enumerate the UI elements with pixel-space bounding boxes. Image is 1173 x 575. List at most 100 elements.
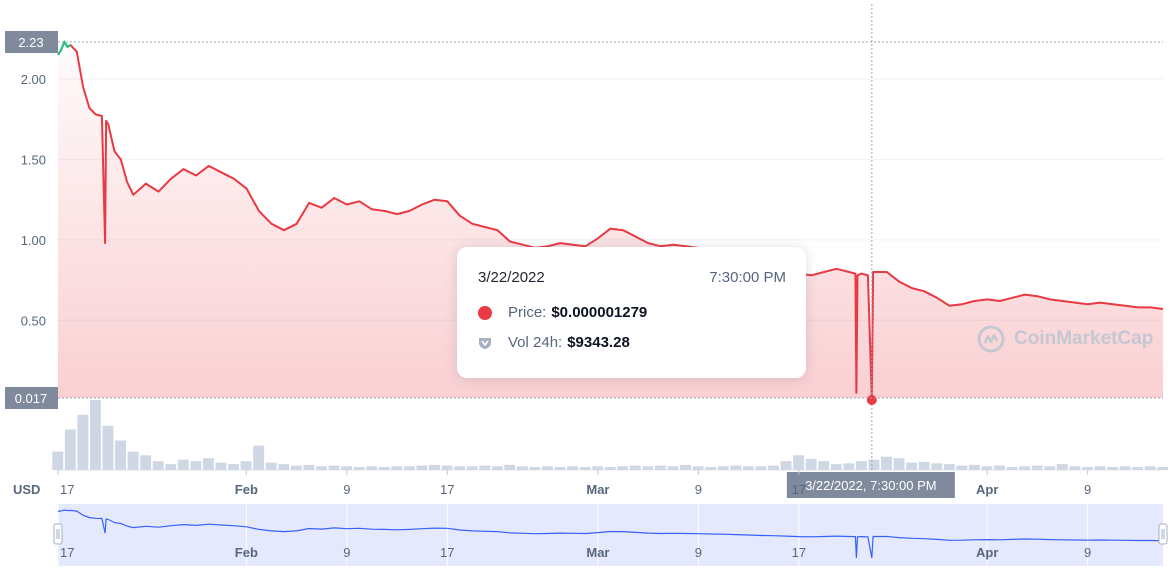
- volume-bar: [542, 466, 553, 470]
- volume-bar: [893, 458, 905, 470]
- navigator-line: [57, 509, 1164, 559]
- volume-bar: [265, 462, 277, 470]
- high-price-label: 2.23: [18, 35, 43, 50]
- navigator-tick-label: 9: [695, 545, 702, 560]
- volume-bar: [579, 467, 591, 470]
- volume-bar: [793, 455, 805, 470]
- low-price-badge: [5, 387, 58, 409]
- volume-bar: [1006, 467, 1018, 470]
- volume-bar: [730, 465, 742, 470]
- volume-bar: [843, 463, 855, 470]
- tooltip-price-label: Price:: [508, 304, 547, 321]
- volume-bar: [303, 464, 315, 470]
- chart-tooltip: 3/22/2022 7:30:00 PM Price: $0.000001279…: [457, 247, 806, 378]
- volume-bar: [1056, 464, 1068, 470]
- volume-bar: [215, 462, 227, 470]
- volume-bar: [956, 465, 968, 470]
- crosshair-date-badge: [786, 472, 955, 498]
- navigator-right-handle[interactable]: [1158, 523, 1168, 545]
- x-tick-label: 17: [440, 482, 454, 497]
- volume-bar: [1144, 466, 1156, 470]
- navigator-left-handle[interactable]: [53, 523, 63, 545]
- volume-bar: [1069, 466, 1081, 470]
- y-tick-label: 1.00: [21, 233, 46, 248]
- volume-bar: [529, 467, 541, 470]
- volume-bar: [742, 466, 754, 470]
- navigator-tick-label: Feb: [235, 545, 258, 560]
- volume-bar: [1119, 466, 1131, 470]
- volume-bar: [1132, 467, 1144, 470]
- x-tick-label: Apr: [976, 482, 998, 497]
- volume-bar: [629, 465, 641, 470]
- volume-bar: [981, 466, 993, 470]
- volume-bar: [140, 455, 152, 470]
- volume-bar: [1157, 467, 1169, 470]
- volume-bar: [994, 465, 1005, 470]
- volume-bar: [516, 466, 528, 470]
- high-price-badge: [5, 31, 58, 53]
- volume-bar: [805, 458, 817, 470]
- volume-bar: [466, 466, 478, 470]
- volume-bar: [818, 461, 830, 470]
- volume-bar: [102, 425, 114, 470]
- volume-bar: [1107, 467, 1118, 470]
- tooltip-volume-row: Vol 24h: $9343.28: [478, 334, 630, 351]
- tooltip-date: 3/22/2022: [478, 269, 545, 286]
- volume-bar: [692, 466, 704, 470]
- volume-bar: [918, 461, 930, 470]
- volume-bar: [655, 465, 666, 470]
- volume-bar: [906, 462, 918, 470]
- navigator-tick-label: 17: [60, 545, 74, 560]
- volume-bar: [64, 429, 76, 470]
- navigator-tick-label: 17: [792, 545, 806, 560]
- volume-bar: [1019, 466, 1031, 470]
- volume-bar: [592, 466, 604, 470]
- x-tick-label: 17: [60, 482, 74, 497]
- volume-bar: [604, 467, 616, 470]
- tooltip-price-row: Price: $0.000001279: [478, 304, 647, 321]
- volume-bar: [290, 465, 302, 470]
- volume-bar: [190, 461, 202, 470]
- volume-bar: [127, 451, 139, 470]
- volume-bar: [89, 400, 101, 470]
- volume-bar: [479, 465, 491, 470]
- volume-bar: [353, 467, 365, 470]
- volume-bar: [931, 463, 943, 470]
- volume-bar: [228, 464, 240, 470]
- volume-bar: [642, 466, 654, 470]
- volume-bar: [391, 466, 403, 470]
- x-tick-label: 17: [792, 482, 806, 497]
- volume-bar: [830, 464, 842, 470]
- x-tick-label: 9: [343, 482, 350, 497]
- volume-bar: [278, 464, 290, 470]
- crosshair-date-label: 3/22/2022, 7:30:00 PM: [805, 478, 937, 493]
- volume-bar: [366, 466, 378, 470]
- low-price-label: 0.017: [15, 391, 48, 406]
- tooltip-volume-value: $9343.28: [567, 334, 630, 351]
- volume-bar: [328, 465, 340, 470]
- volume-bar: [454, 466, 466, 470]
- volume-bar: [177, 459, 189, 470]
- price-area-fill: [58, 42, 1163, 398]
- volume-bar: [780, 461, 792, 470]
- tooltip-time: 7:30:00 PM: [709, 269, 786, 286]
- price-line: [57, 41, 1164, 399]
- price-line-up-segment: [57, 39, 72, 56]
- volume-bar: [491, 466, 503, 470]
- volume-shield-icon: [479, 337, 491, 349]
- crosshair-point: [866, 395, 877, 405]
- volume-bar: [341, 466, 353, 470]
- volume-bar: [416, 465, 428, 470]
- volume-bar: [403, 466, 415, 470]
- volume-bar: [554, 467, 566, 470]
- volume-bar: [617, 466, 629, 470]
- navigator-tick-label: 17: [440, 545, 454, 560]
- volume-bar: [52, 451, 64, 470]
- volume-bar: [77, 414, 89, 470]
- volume-bar: [667, 466, 679, 470]
- volume-bar: [881, 456, 892, 470]
- volume-bar: [441, 465, 453, 470]
- tooltip-volume-label: Vol 24h:: [508, 334, 563, 351]
- x-tick-label: 9: [1084, 482, 1091, 497]
